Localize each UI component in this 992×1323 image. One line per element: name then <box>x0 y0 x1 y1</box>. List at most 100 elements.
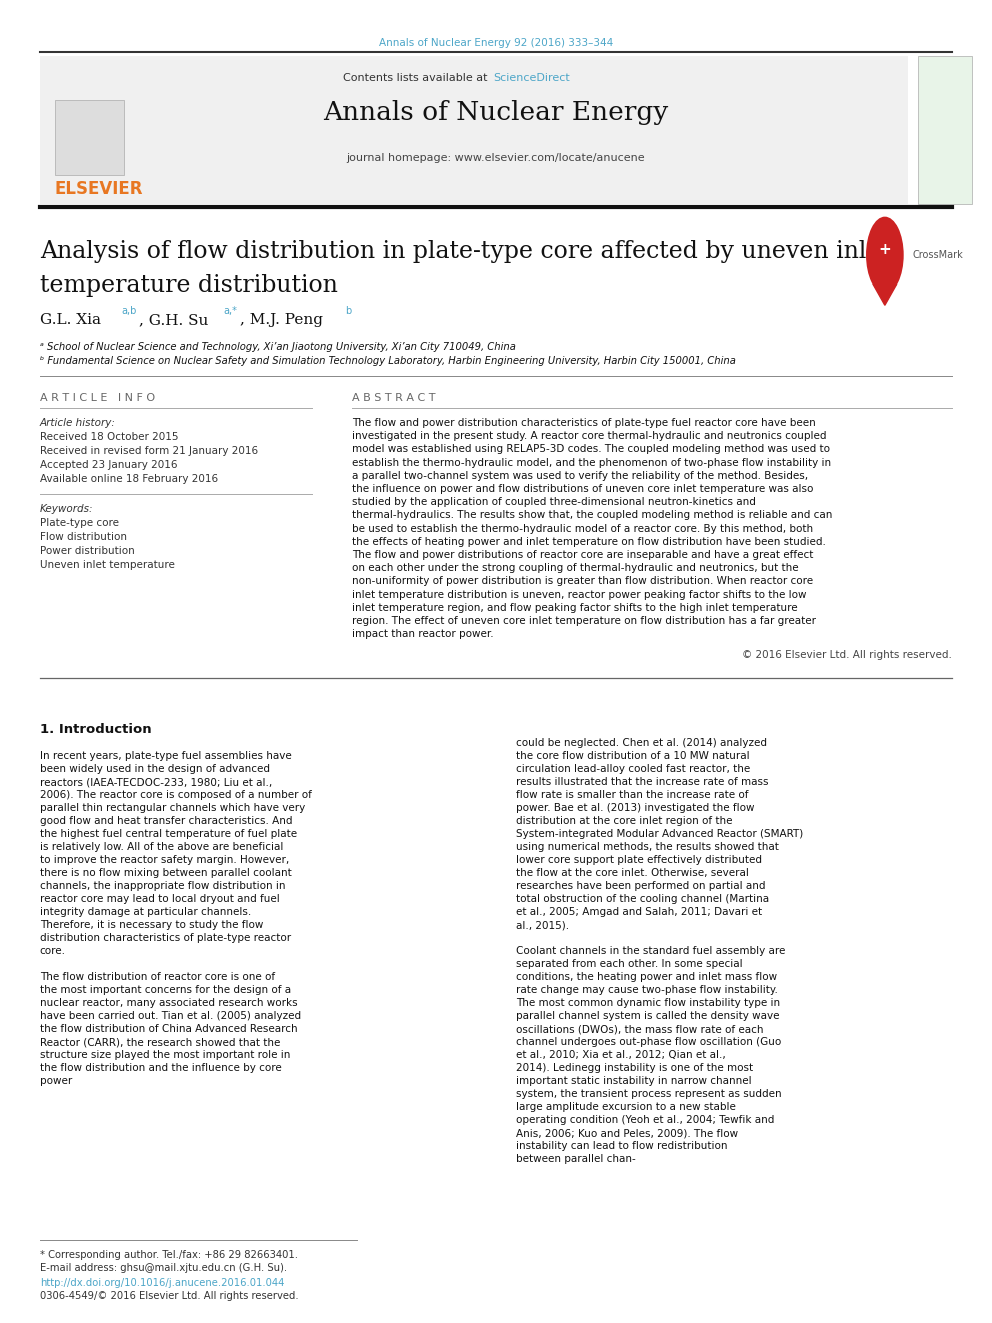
Text: Reactor (CARR), the research showed that the: Reactor (CARR), the research showed that… <box>40 1037 280 1048</box>
Text: The flow distribution of reactor core is one of: The flow distribution of reactor core is… <box>40 972 275 983</box>
Text: Analysis of flow distribution in plate-type core affected by uneven inlet: Analysis of flow distribution in plate-t… <box>40 239 890 263</box>
Text: the flow distribution and the influence by core: the flow distribution and the influence … <box>40 1064 282 1073</box>
Text: between parallel chan-: between parallel chan- <box>516 1155 636 1164</box>
Text: establish the thermo-hydraulic model, and the phenomenon of two-phase flow insta: establish the thermo-hydraulic model, an… <box>352 458 831 467</box>
Text: the highest fuel central temperature of fuel plate: the highest fuel central temperature of … <box>40 830 297 839</box>
Text: CrossMark: CrossMark <box>913 250 963 261</box>
Text: impact than reactor power.: impact than reactor power. <box>352 630 494 639</box>
Text: Uneven inlet temperature: Uneven inlet temperature <box>40 560 175 570</box>
Text: a parallel two-channel system was used to verify the reliability of the method. : a parallel two-channel system was used t… <box>352 471 808 480</box>
Text: ᵇ Fundamental Science on Nuclear Safety and Simulation Technology Laboratory, Ha: ᵇ Fundamental Science on Nuclear Safety … <box>40 356 735 366</box>
Text: nuclear reactor, many associated research works: nuclear reactor, many associated researc… <box>40 999 298 1008</box>
Ellipse shape <box>866 217 904 294</box>
Text: © 2016 Elsevier Ltd. All rights reserved.: © 2016 Elsevier Ltd. All rights reserved… <box>742 651 952 660</box>
Text: operating condition (Yeoh et al., 2004; Tewfik and: operating condition (Yeoh et al., 2004; … <box>516 1115 774 1126</box>
Text: A R T I C L E   I N F O: A R T I C L E I N F O <box>40 393 155 404</box>
Text: 1. Introduction: 1. Introduction <box>40 724 152 737</box>
Text: distribution characteristics of plate-type reactor: distribution characteristics of plate-ty… <box>40 934 291 943</box>
Text: conditions, the heating power and inlet mass flow: conditions, the heating power and inlet … <box>516 972 777 983</box>
Text: the most important concerns for the design of a: the most important concerns for the desi… <box>40 986 291 995</box>
Text: system, the transient process represent as sudden: system, the transient process represent … <box>516 1089 782 1099</box>
Text: Received in revised form 21 January 2016: Received in revised form 21 January 2016 <box>40 446 258 456</box>
Text: power. Bae et al. (2013) investigated the flow: power. Bae et al. (2013) investigated th… <box>516 803 754 814</box>
Text: results illustrated that the increase rate of mass: results illustrated that the increase ra… <box>516 778 769 787</box>
Text: important static instability in narrow channel: important static instability in narrow c… <box>516 1077 752 1086</box>
Text: parallel channel system is called the density wave: parallel channel system is called the de… <box>516 1011 780 1021</box>
Text: Received 18 October 2015: Received 18 October 2015 <box>40 433 179 442</box>
Text: region. The effect of uneven core inlet temperature on flow distribution has a f: region. The effect of uneven core inlet … <box>352 617 816 626</box>
Text: large amplitude excursion to a new stable: large amplitude excursion to a new stabl… <box>516 1102 736 1113</box>
Text: E-mail address: ghsu@mail.xjtu.edu.cn (G.H. Su).: E-mail address: ghsu@mail.xjtu.edu.cn (G… <box>40 1263 287 1273</box>
Text: Anis, 2006; Kuo and Peles, 2009). The flow: Anis, 2006; Kuo and Peles, 2009). The fl… <box>516 1129 738 1138</box>
Text: http://dx.doi.org/10.1016/j.anucene.2016.01.044: http://dx.doi.org/10.1016/j.anucene.2016… <box>40 1278 284 1289</box>
Text: inlet temperature region, and flow peaking factor shifts to the high inlet tempe: inlet temperature region, and flow peaki… <box>352 603 798 613</box>
Text: rate change may cause two-phase flow instability.: rate change may cause two-phase flow ins… <box>516 986 778 995</box>
Text: have been carried out. Tian et al. (2005) analyzed: have been carried out. Tian et al. (2005… <box>40 1011 301 1021</box>
Text: al., 2015).: al., 2015). <box>516 921 569 930</box>
Text: 0306-4549/© 2016 Elsevier Ltd. All rights reserved.: 0306-4549/© 2016 Elsevier Ltd. All right… <box>40 1291 299 1301</box>
Text: 2014). Ledinegg instability is one of the most: 2014). Ledinegg instability is one of th… <box>516 1064 753 1073</box>
Text: In recent years, plate-type fuel assemblies have: In recent years, plate-type fuel assembl… <box>40 751 292 762</box>
Text: Coolant channels in the standard fuel assembly are: Coolant channels in the standard fuel as… <box>516 946 786 957</box>
Text: channel undergoes out-phase flow oscillation (Guo: channel undergoes out-phase flow oscilla… <box>516 1037 781 1048</box>
Text: core.: core. <box>40 946 65 957</box>
Text: reactors (IAEA-TECDOC-233, 1980; Liu et al.,: reactors (IAEA-TECDOC-233, 1980; Liu et … <box>40 778 272 787</box>
Text: journal homepage: www.elsevier.com/locate/anucene: journal homepage: www.elsevier.com/locat… <box>346 153 646 163</box>
Text: distribution at the core inlet region of the: distribution at the core inlet region of… <box>516 816 732 827</box>
FancyBboxPatch shape <box>40 56 908 204</box>
Text: the effects of heating power and inlet temperature on flow distribution have bee: the effects of heating power and inlet t… <box>352 537 826 546</box>
Text: reactor core may lead to local dryout and fuel: reactor core may lead to local dryout an… <box>40 894 280 905</box>
Text: G.L. Xia: G.L. Xia <box>40 314 105 327</box>
Text: The flow and power distribution characteristics of plate-type fuel reactor core : The flow and power distribution characte… <box>352 418 815 429</box>
Text: could be neglected. Chen et al. (2014) analyzed: could be neglected. Chen et al. (2014) a… <box>516 738 767 749</box>
Text: The flow and power distributions of reactor core are inseparable and have a grea: The flow and power distributions of reac… <box>352 550 813 560</box>
FancyBboxPatch shape <box>55 101 124 175</box>
Text: Article history:: Article history: <box>40 418 115 429</box>
Text: channels, the inappropriate flow distribution in: channels, the inappropriate flow distrib… <box>40 881 285 892</box>
Text: The most common dynamic flow instability type in: The most common dynamic flow instability… <box>516 999 780 1008</box>
Text: the flow distribution of China Advanced Research: the flow distribution of China Advanced … <box>40 1024 298 1035</box>
Text: total obstruction of the cooling channel (Martina: total obstruction of the cooling channel… <box>516 894 769 905</box>
Text: ELSEVIER: ELSEVIER <box>55 180 143 198</box>
Text: integrity damage at particular channels.: integrity damage at particular channels. <box>40 908 251 917</box>
Text: the core flow distribution of a 10 MW natural: the core flow distribution of a 10 MW na… <box>516 751 750 762</box>
Text: Available online 18 February 2016: Available online 18 February 2016 <box>40 474 218 484</box>
Text: parallel thin rectangular channels which have very: parallel thin rectangular channels which… <box>40 803 305 814</box>
Text: +: + <box>879 242 891 257</box>
Text: separated from each other. In some special: separated from each other. In some speci… <box>516 959 742 970</box>
Text: et al., 2005; Amgad and Salah, 2011; Davari et: et al., 2005; Amgad and Salah, 2011; Dav… <box>516 908 762 917</box>
Text: System-integrated Modular Advanced Reactor (SMART): System-integrated Modular Advanced React… <box>516 830 804 839</box>
Text: Accepted 23 January 2016: Accepted 23 January 2016 <box>40 460 178 470</box>
Text: there is no flow mixing between parallel coolant: there is no flow mixing between parallel… <box>40 868 292 878</box>
Text: good flow and heat transfer characteristics. And: good flow and heat transfer characterist… <box>40 816 293 827</box>
Text: been widely used in the design of advanced: been widely used in the design of advanc… <box>40 765 270 774</box>
Text: investigated in the present study. A reactor core thermal-hydraulic and neutroni: investigated in the present study. A rea… <box>352 431 826 441</box>
Text: ᵃ School of Nuclear Science and Technology, Xi’an Jiaotong University, Xi’an Cit: ᵃ School of Nuclear Science and Technolo… <box>40 343 516 352</box>
Text: studied by the application of coupled three-dimensional neutron-kinetics and: studied by the application of coupled th… <box>352 497 756 507</box>
Text: Power distribution: Power distribution <box>40 546 135 556</box>
Polygon shape <box>873 284 897 306</box>
Text: power: power <box>40 1077 72 1086</box>
Text: Contents lists available at: Contents lists available at <box>343 73 491 83</box>
Text: Flow distribution: Flow distribution <box>40 532 127 542</box>
Text: the flow at the core inlet. Otherwise, several: the flow at the core inlet. Otherwise, s… <box>516 868 749 878</box>
Text: inlet temperature distribution is uneven, reactor power peaking factor shifts to: inlet temperature distribution is uneven… <box>352 590 806 599</box>
Text: researches have been performed on partial and: researches have been performed on partia… <box>516 881 766 892</box>
Text: oscillations (DWOs), the mass flow rate of each: oscillations (DWOs), the mass flow rate … <box>516 1024 763 1035</box>
Text: on each other under the strong coupling of thermal-hydraulic and neutronics, but: on each other under the strong coupling … <box>352 564 799 573</box>
Text: Therefore, it is necessary to study the flow: Therefore, it is necessary to study the … <box>40 921 263 930</box>
Text: a,*: a,* <box>223 307 237 316</box>
Text: 2006). The reactor core is composed of a number of: 2006). The reactor core is composed of a… <box>40 790 311 800</box>
Text: * Corresponding author. Tel./fax: +86 29 82663401.: * Corresponding author. Tel./fax: +86 29… <box>40 1250 298 1259</box>
Text: et al., 2010; Xia et al., 2012; Qian et al.,: et al., 2010; Xia et al., 2012; Qian et … <box>516 1050 725 1061</box>
Text: ScienceDirect: ScienceDirect <box>493 73 569 83</box>
FancyBboxPatch shape <box>918 56 972 204</box>
Text: be used to establish the thermo-hydraulic model of a reactor core. By this metho: be used to establish the thermo-hydrauli… <box>352 524 813 533</box>
Text: , M.J. Peng: , M.J. Peng <box>240 314 328 327</box>
Text: instability can lead to flow redistribution: instability can lead to flow redistribut… <box>516 1142 727 1151</box>
Text: thermal-hydraulics. The results show that, the coupled modeling method is reliab: thermal-hydraulics. The results show tha… <box>352 511 832 520</box>
Text: A B S T R A C T: A B S T R A C T <box>352 393 435 404</box>
Text: flow rate is smaller than the increase rate of: flow rate is smaller than the increase r… <box>516 790 748 800</box>
Text: lower core support plate effectively distributed: lower core support plate effectively dis… <box>516 856 762 865</box>
Text: temperature distribution: temperature distribution <box>40 274 337 296</box>
